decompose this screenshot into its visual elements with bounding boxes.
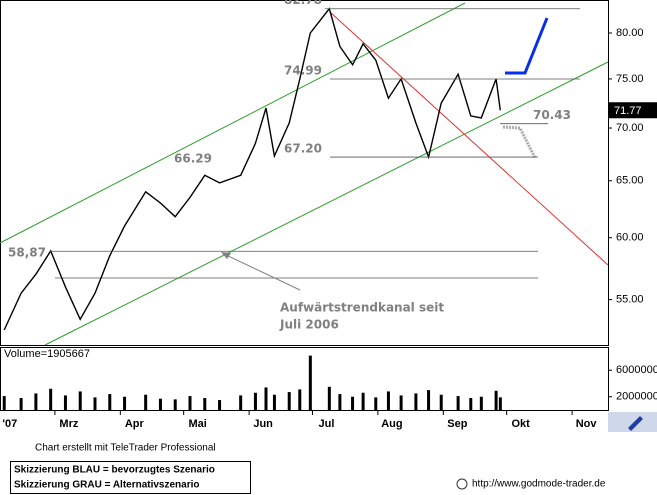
volume-bar [338,394,342,410]
channel-upper [0,2,466,244]
volume-bar [386,391,390,410]
volume-bar [439,394,443,410]
x-tick-label: Nov [576,418,598,430]
x-tick-label: Aug [381,418,402,430]
annotation: Juli 2006 [279,318,339,332]
volume-bar [298,389,302,410]
annotation-arrowhead [221,252,231,259]
volume-bar [93,397,97,410]
x-tick-label: Sep [447,418,467,430]
credit: Chart erstellt mit TeleTrader Profession… [35,443,216,454]
downtrend-line [329,11,609,266]
level-label: 70.43 [533,108,571,122]
volume-bar [108,394,112,410]
volume-bar [34,393,38,410]
x-tick-label: '07 [2,418,17,430]
volume-bar [239,395,243,410]
volume-bar [351,396,355,410]
legend-box [10,461,251,494]
x-tick-label: Apr [125,418,145,430]
x-tick-label: Jun [253,418,273,430]
volume-bar [264,387,268,410]
volume-bar [2,396,6,410]
y-tick-label: 65.00 [616,175,644,187]
volume-bar [218,400,222,410]
legend-entry: Skizzierung GRAU = Alternativszenario [14,480,200,491]
legend-entry: Skizzierung BLAU = bevorzugtes Szenario [14,465,215,476]
level-label: 82.78 [284,0,322,7]
y-tick-label: 75.00 [616,73,644,85]
volume-bar [374,397,378,410]
url[interactable]: http://www.godmode-trader.de [472,479,606,490]
x-tick-label: Mai [188,418,206,430]
y-tick-label: 6000000 [616,364,657,376]
x-tick-label: Okt [511,418,530,430]
volume-bar [158,398,162,410]
annotation-arrow [223,253,301,291]
x-tick-label: Mrz [59,418,78,430]
volume-bar [253,392,257,410]
volume-bar [63,395,67,410]
volume-bar [361,392,365,410]
level-label: 66.29 [174,151,212,165]
volume-bar [203,398,207,410]
volume-bar [327,386,331,410]
channel-lower [44,61,609,346]
x-tick-label: Jul [318,418,334,430]
volume-bar [78,391,82,410]
volume-panel [0,347,609,411]
volume-bar [144,394,148,410]
volume-bar [49,388,53,410]
price-panel [0,0,609,346]
y-tick-label: 70.00 [616,122,644,134]
last-price-label: 71.77 [614,105,642,117]
scenario-blue [505,17,549,75]
volume-bar [287,392,291,410]
volume-bar [399,395,403,410]
volume-bar [308,355,312,410]
volume-bar [272,394,276,410]
last-price-box [609,102,657,119]
y-tick-label: 2000000 [616,391,657,403]
url-icon [456,478,468,490]
level-label: 58,87 [8,246,46,260]
level-label: 67.20 [284,142,322,156]
volume-bar [19,398,23,410]
volume-bar [427,390,431,410]
y-tick-label: 60.00 [616,232,644,244]
volume-bar [123,396,127,410]
volume-bar [414,393,418,410]
volume-bar [469,398,473,410]
annotation: Aufwärtstrendkanal seit [280,301,444,315]
level-label: 74.99 [284,64,322,78]
volume-bar [173,399,177,410]
logo [628,416,643,431]
logo-box [608,412,657,432]
volume-bar [479,396,483,410]
volume-bar [498,397,502,410]
volume-bar [188,396,192,410]
volume-bar [494,390,498,410]
y-tick-label: 55.00 [616,294,644,306]
volume-label: Volume=1905667 [4,348,90,360]
scenario-gray [502,125,537,159]
y-tick-label: 80.00 [616,27,644,39]
volume-bar [456,396,460,410]
